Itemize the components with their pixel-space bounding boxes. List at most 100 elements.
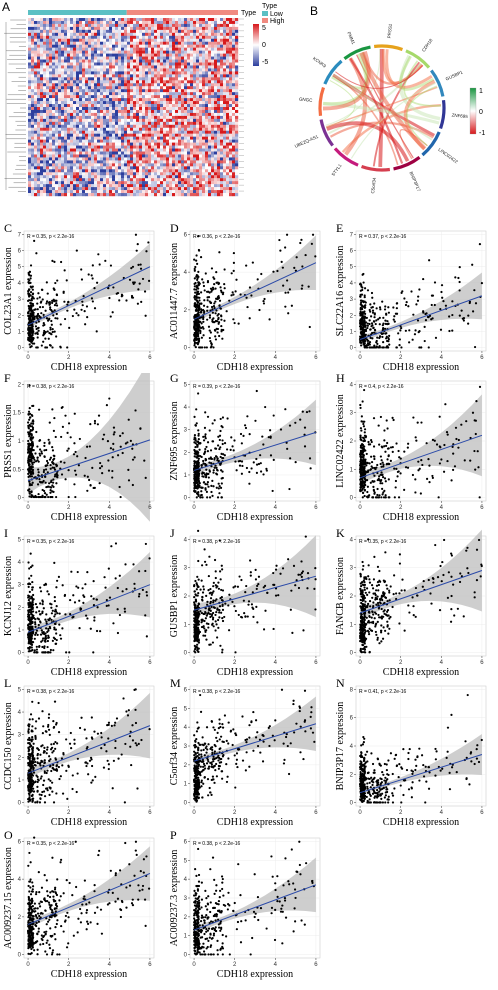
data-point [54,331,56,333]
data-point [221,329,223,331]
data-point [202,460,204,462]
data-point [31,801,33,803]
data-point [362,423,364,425]
data-point [380,471,382,473]
data-point [256,472,258,474]
data-point [207,778,209,780]
data-point [32,608,34,610]
data-point [238,614,240,616]
data-point [214,330,216,332]
legend-label-high: High [270,18,285,25]
data-point [397,450,399,452]
y-tick-label: 4 [18,560,22,566]
data-point [42,341,44,343]
data-point [215,271,217,273]
data-point [107,760,109,762]
data-point [374,611,376,613]
data-point [100,732,102,734]
data-point [198,632,200,634]
data-point [85,765,87,767]
data-point [204,483,206,485]
data-point [32,331,34,333]
data-point [28,456,30,458]
data-point [55,335,57,337]
data-point [373,327,375,329]
y-tick-label: 1 [184,473,188,479]
data-point [52,314,54,316]
data-point [77,587,79,589]
data-point [260,273,262,275]
data-point [371,337,373,339]
data-point [79,607,81,609]
data-point [209,329,211,331]
panel-letter-d: D [170,223,179,235]
data-point [232,294,234,296]
data-point [32,788,34,790]
data-point [372,346,374,348]
data-point [107,459,109,461]
data-point [442,574,444,576]
data-point [89,445,91,447]
data-point [198,320,200,322]
data-point [372,486,374,488]
data-point [294,584,296,586]
data-point [96,330,98,332]
data-point [46,646,48,648]
data-point [216,320,218,322]
data-point [360,487,362,489]
data-point [385,332,387,334]
data-point [371,610,373,612]
data-point [388,478,390,480]
correlation-stat: R = 0.38, p < 2.2e-16 [27,689,74,695]
x-tick-label: 2 [399,355,403,361]
data-point [212,485,214,487]
data-point [450,479,452,481]
data-point [84,583,86,585]
data-point [378,478,380,480]
data-point [30,781,32,783]
data-point [28,294,30,296]
data-point [46,770,48,772]
data-point [234,754,236,756]
y-tick-label: 5 [18,537,22,543]
data-point [364,431,366,433]
data-point [97,253,99,255]
data-point [84,475,86,477]
data-point [384,328,386,330]
data-point [359,490,361,492]
data-point [431,475,433,477]
data-point [474,346,476,348]
data-point [54,282,56,284]
y-tick-label: 3 [184,428,188,434]
data-point [140,301,142,303]
data-point [258,576,260,578]
data-point [54,475,56,477]
data-point [58,624,60,626]
data-point [36,646,38,648]
data-point [31,701,33,703]
data-point [206,762,208,764]
data-point [60,461,62,463]
data-point [250,467,252,469]
data-point [425,319,427,321]
data-point [202,759,204,761]
data-point [44,619,46,621]
data-point [201,744,203,746]
data-point [381,493,383,495]
data-point [49,306,51,308]
data-point [217,496,219,498]
correlation-stat: R = 0.35, p < 2.2e-16 [27,234,74,240]
data-point [363,317,365,319]
data-point [263,302,265,304]
data-point [48,713,50,715]
data-point [211,624,213,626]
data-point [408,329,410,331]
data-point [81,278,83,280]
data-point [377,637,379,639]
data-point [382,465,384,467]
data-point [201,337,203,339]
data-point [33,743,35,745]
data-point [102,438,104,440]
